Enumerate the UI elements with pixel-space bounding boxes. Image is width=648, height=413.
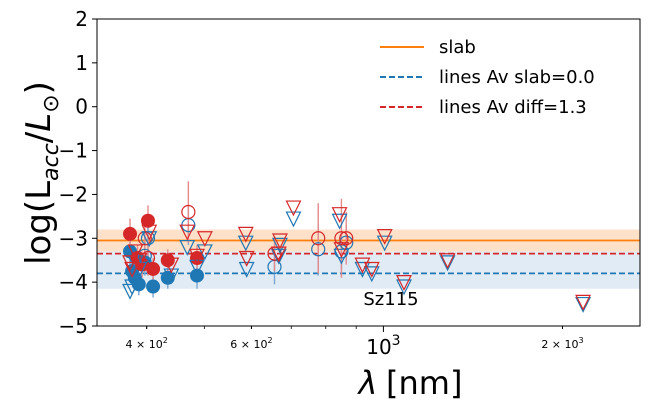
data-markers xyxy=(122,200,592,313)
upper-limit-marker xyxy=(285,200,302,217)
upper-limit-marker xyxy=(363,266,380,283)
x-axis-label-unit: [nm] xyxy=(386,364,462,402)
y-tick-label: −1 xyxy=(59,139,88,163)
legend-label-2: lines Av diff=1.3 xyxy=(439,97,587,118)
x-tick-label: 6 × 102 xyxy=(230,336,272,351)
upper-limit-marker xyxy=(271,237,288,254)
upper-limit-marker xyxy=(439,253,456,270)
data-point xyxy=(181,204,196,220)
upper-limit-marker xyxy=(396,275,412,291)
upper-limit-marker xyxy=(376,235,393,252)
upper-limit-marker xyxy=(189,248,205,265)
y-tick-label: −3 xyxy=(59,226,88,250)
upper-limit-marker xyxy=(196,231,213,248)
upper-limit-marker xyxy=(124,261,141,278)
upper-limit-marker xyxy=(575,294,592,311)
upper-limit-marker xyxy=(163,257,180,274)
x-tick-label: 103 xyxy=(366,333,400,359)
upper-limit-marker xyxy=(237,235,254,252)
x-axis-label: λ xyxy=(357,364,378,402)
upper-limit-marker xyxy=(141,224,158,241)
y-tick-label: −2 xyxy=(59,182,88,206)
upper-limit-marker xyxy=(575,296,592,313)
y-tick-label: −5 xyxy=(59,314,88,338)
data-point xyxy=(160,253,175,268)
plot-frame xyxy=(96,18,641,327)
upper-limit-marker xyxy=(396,279,412,296)
data-point xyxy=(339,231,354,246)
y-axis-label: log(Lacc/L⊙) xyxy=(19,81,64,265)
upper-limit-marker xyxy=(189,259,205,276)
upper-limit-marker xyxy=(270,246,287,263)
data-point xyxy=(311,231,326,246)
data-point xyxy=(311,242,326,257)
legend-label-0: slab xyxy=(439,37,476,58)
data-point xyxy=(334,231,349,246)
y-axis-ticks: 2 1 0 −1 −2 −3 −4 −5 xyxy=(59,7,97,338)
upper-limit-marker xyxy=(271,233,288,250)
upper-limit-marker xyxy=(285,211,302,228)
upper-limit-marker xyxy=(376,228,393,245)
upper-limit-marker xyxy=(124,279,141,296)
x-tick-label: 4 × 102 xyxy=(126,336,168,351)
upper-limit-marker xyxy=(331,213,348,230)
data-point xyxy=(146,279,161,294)
data-point xyxy=(123,226,138,241)
upper-limit-marker xyxy=(333,242,350,259)
upper-limit-marker xyxy=(238,261,255,278)
upper-limit-marker xyxy=(333,248,350,265)
x-tick-label: 2 × 103 xyxy=(541,336,583,351)
upper-limit-marker xyxy=(131,253,148,270)
upper-limit-marker xyxy=(179,239,196,256)
svg-text:log(Lacc/L⊙): log(Lacc/L⊙) xyxy=(19,81,64,265)
annotation-label: Sz115 xyxy=(363,289,418,310)
legend: slab lines Av slab=0.0 lines Av diff=1.3 xyxy=(380,37,595,118)
upper-limit-marker xyxy=(439,255,456,272)
y-tick-label: 2 xyxy=(75,7,88,31)
upper-limit-marker xyxy=(331,207,348,224)
y-tick-label: −4 xyxy=(59,270,88,294)
legend-label-1: lines Av slab=0.0 xyxy=(439,67,595,88)
upper-limit-marker xyxy=(238,250,255,267)
upper-limit-marker xyxy=(237,226,254,243)
upper-limit-marker xyxy=(127,244,144,261)
x-axis-ticks: 4 × 102 6 × 102 103 2 × 103 xyxy=(126,326,584,359)
data-point xyxy=(140,213,155,228)
y-tick-label: 0 xyxy=(75,95,88,119)
upper-limit-marker xyxy=(179,224,196,241)
upper-limit-marker xyxy=(363,261,380,278)
upper-limit-marker xyxy=(163,268,180,285)
upper-limit-marker xyxy=(141,231,158,248)
y-tick-label: 1 xyxy=(75,51,88,75)
